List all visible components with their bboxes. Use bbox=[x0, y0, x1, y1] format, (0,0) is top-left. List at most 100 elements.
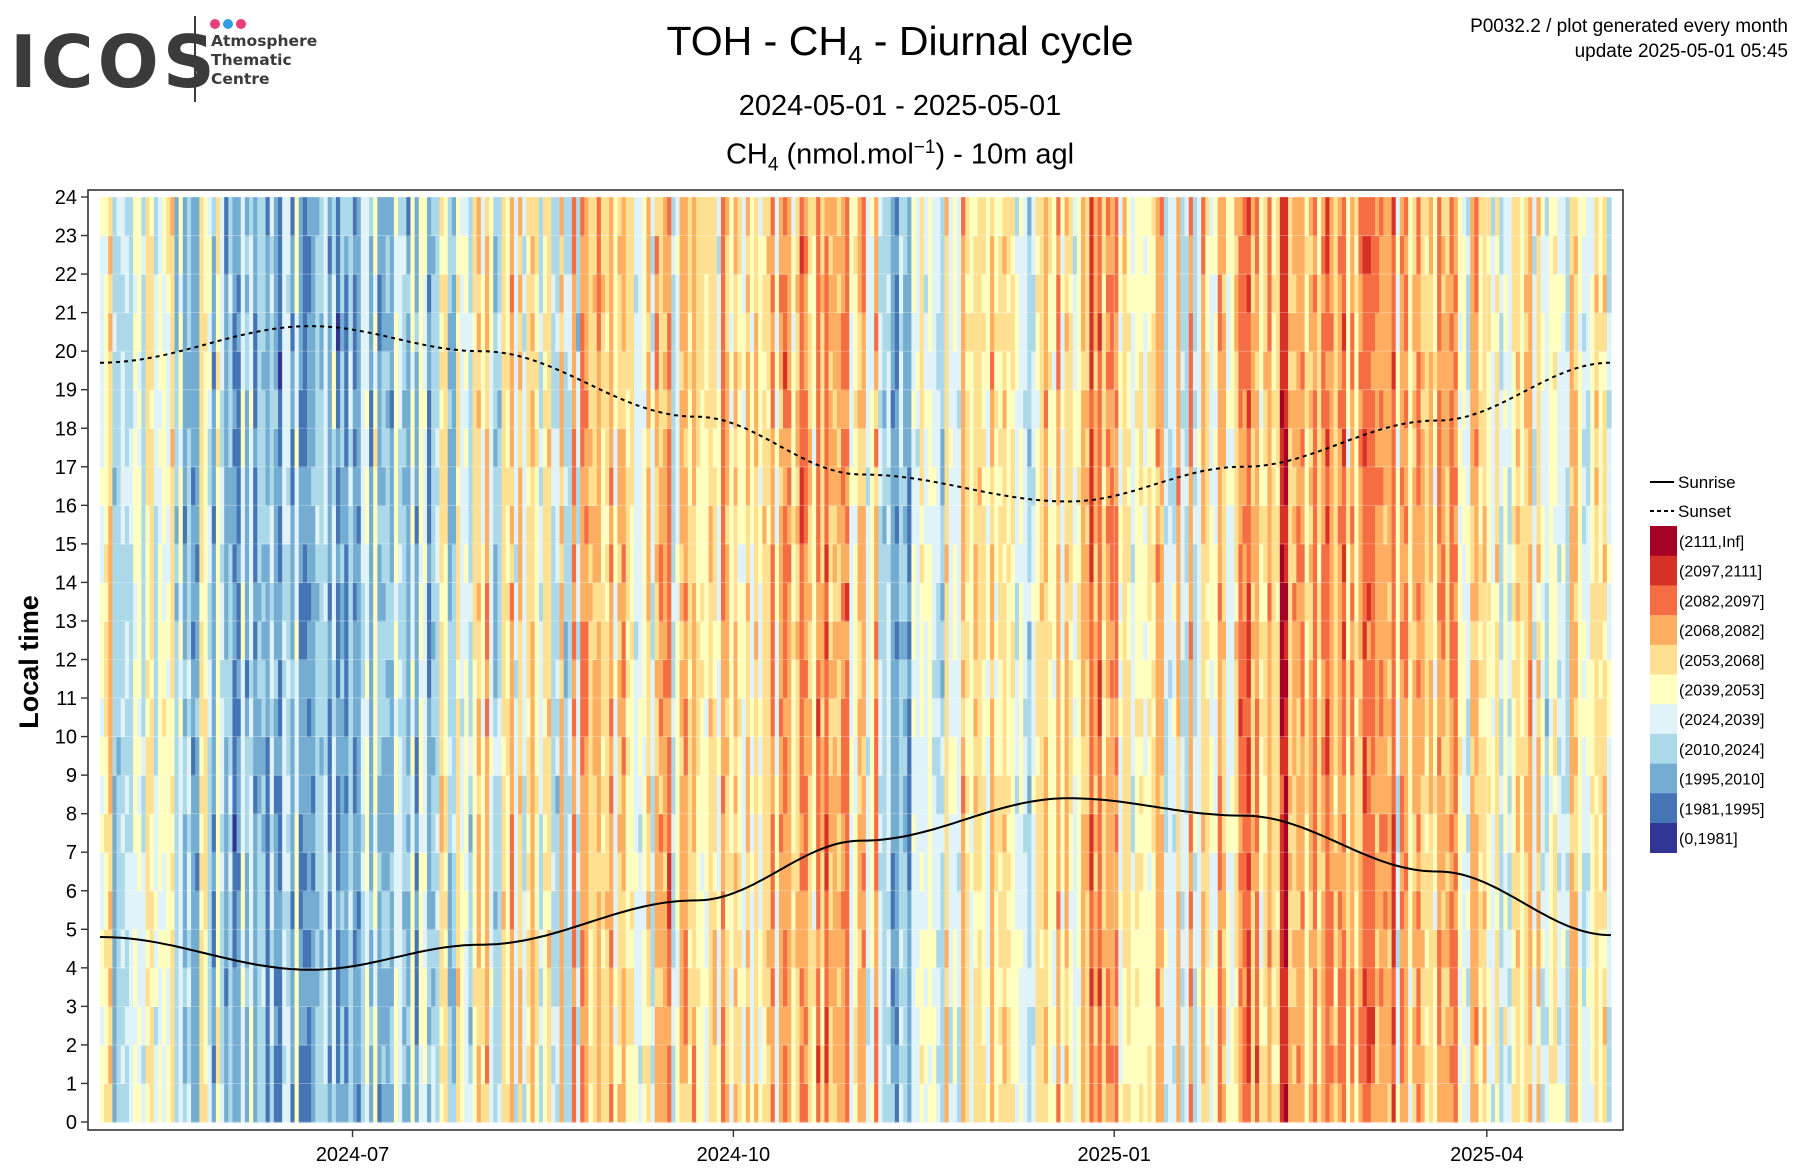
heat-cell bbox=[108, 543, 114, 584]
heat-cell bbox=[211, 235, 217, 275]
heat-cell bbox=[484, 967, 490, 1007]
heat-cell bbox=[141, 428, 147, 468]
heat-cell bbox=[348, 698, 354, 738]
heat-cell bbox=[505, 351, 511, 391]
heat-cell bbox=[480, 890, 486, 930]
logo-line-1: Atmosphere bbox=[211, 32, 318, 50]
heat-cell bbox=[882, 852, 888, 892]
heat-cell bbox=[613, 351, 619, 391]
heat-cell bbox=[282, 466, 287, 506]
heat-cell bbox=[406, 890, 412, 930]
heat-cell bbox=[427, 698, 432, 738]
heat-cell bbox=[302, 428, 308, 468]
heat-cell bbox=[576, 967, 581, 1007]
heat-cell bbox=[915, 929, 921, 969]
heat-cell bbox=[687, 389, 693, 429]
heat-cell bbox=[700, 813, 705, 853]
heat-cell bbox=[509, 197, 515, 237]
heat-cell bbox=[294, 312, 300, 352]
heat-cell bbox=[952, 698, 958, 738]
heat-cell bbox=[634, 582, 639, 622]
heat-cell bbox=[948, 505, 954, 545]
heat-cell bbox=[576, 775, 581, 815]
heat-cell bbox=[331, 890, 337, 930]
heat-cell bbox=[783, 1044, 788, 1085]
heat-cell bbox=[787, 1006, 792, 1046]
heat-cell bbox=[729, 543, 734, 584]
heat-cell bbox=[112, 852, 118, 892]
heat-cell bbox=[621, 505, 627, 545]
heat-cell bbox=[576, 543, 581, 584]
heat-cell bbox=[729, 351, 734, 391]
heat-cell bbox=[468, 466, 474, 506]
heat-cell bbox=[696, 582, 701, 622]
heat-cell bbox=[509, 813, 515, 853]
heat-cell bbox=[741, 274, 747, 314]
heat-cell bbox=[203, 235, 209, 275]
heat-cell bbox=[398, 428, 403, 468]
heat-cell bbox=[687, 813, 693, 853]
heat-cell bbox=[799, 1006, 805, 1046]
heat-cell bbox=[298, 428, 304, 468]
heat-cell bbox=[431, 389, 436, 429]
heat-cell bbox=[712, 813, 718, 853]
heat-cell bbox=[141, 466, 147, 506]
heat-cell bbox=[758, 389, 763, 429]
heat-cell bbox=[427, 813, 432, 853]
heat-cell bbox=[783, 852, 788, 892]
heat-cell bbox=[253, 620, 258, 661]
heat-cell bbox=[294, 428, 300, 468]
heat-cell bbox=[100, 967, 105, 1007]
heat-cell bbox=[663, 890, 668, 930]
heat-cell bbox=[878, 505, 884, 545]
heat-cell bbox=[754, 852, 759, 892]
heat-cell bbox=[596, 698, 602, 738]
heat-cell bbox=[671, 389, 677, 429]
heat-cell bbox=[952, 890, 958, 930]
heat-cell bbox=[650, 1044, 656, 1085]
heat-cell bbox=[621, 698, 627, 738]
heat-cell bbox=[754, 389, 759, 429]
heat-cell bbox=[149, 890, 155, 930]
heat-cell bbox=[335, 813, 341, 853]
heat-cell bbox=[518, 351, 523, 391]
heat-cell bbox=[638, 967, 643, 1007]
plot-meta: P0032.2 / plot generated every month upd… bbox=[1470, 14, 1788, 64]
heat-cell bbox=[344, 620, 349, 661]
heat-cell bbox=[588, 698, 594, 738]
heat-cell bbox=[841, 543, 846, 584]
heat-cell bbox=[634, 312, 639, 352]
heat-cell bbox=[418, 1083, 424, 1123]
heat-cell bbox=[298, 775, 304, 815]
heat-cell bbox=[869, 698, 875, 738]
heat-cell bbox=[435, 466, 441, 506]
heat-cell bbox=[265, 582, 271, 622]
heat-cell bbox=[265, 852, 271, 892]
heat-cell bbox=[803, 197, 809, 237]
heat-cell bbox=[120, 235, 126, 275]
heat-cell bbox=[542, 505, 548, 545]
heat-cell bbox=[340, 1083, 345, 1123]
heat-cell bbox=[149, 659, 155, 699]
heat-cell bbox=[402, 852, 407, 892]
heat-cell bbox=[580, 351, 585, 391]
heat-cell bbox=[555, 1083, 561, 1123]
heat-cell bbox=[671, 505, 677, 545]
heat-cell bbox=[923, 736, 929, 776]
heat-cell bbox=[642, 1006, 648, 1046]
heat-cell bbox=[352, 197, 358, 237]
heat-cell bbox=[364, 197, 370, 237]
heat-cell bbox=[269, 505, 275, 545]
heat-cell bbox=[936, 890, 941, 930]
heat-cell bbox=[427, 235, 432, 275]
heat-cell bbox=[352, 890, 358, 930]
heat-cell bbox=[294, 1083, 300, 1123]
heat-cell bbox=[257, 582, 263, 622]
heat-cell bbox=[211, 736, 217, 776]
heat-cell bbox=[609, 312, 614, 352]
heat-cell bbox=[269, 698, 275, 738]
heat-cell bbox=[733, 389, 739, 429]
heat-cell bbox=[625, 505, 631, 545]
heat-cell bbox=[220, 351, 225, 391]
heat-cell bbox=[849, 312, 855, 352]
